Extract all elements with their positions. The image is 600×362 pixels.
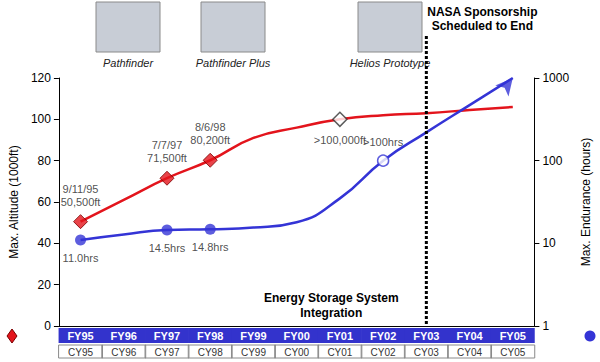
- svg-text:CY00: CY00: [284, 347, 309, 358]
- svg-text:71,500ft: 71,500ft: [147, 152, 187, 164]
- svg-text:Max. Altitude (1000ft): Max. Altitude (1000ft): [7, 145, 21, 258]
- svg-text:50,500ft: 50,500ft: [61, 196, 101, 208]
- svg-text:>100hrs: >100hrs: [363, 136, 404, 148]
- svg-text:40: 40: [38, 236, 52, 250]
- svg-text:FY95: FY95: [67, 330, 93, 342]
- svg-text:11.0hrs: 11.0hrs: [63, 252, 99, 264]
- svg-text:NASA Sponsorship: NASA Sponsorship: [427, 5, 537, 19]
- svg-text:CY02: CY02: [371, 347, 396, 358]
- svg-text:Energy Storage System: Energy Storage System: [264, 291, 399, 305]
- svg-text:Helios Prototype: Helios Prototype: [350, 57, 431, 69]
- svg-text:10: 10: [542, 236, 556, 250]
- svg-text:CY97: CY97: [154, 347, 179, 358]
- svg-text:Max. Endurance (hours): Max. Endurance (hours): [579, 138, 593, 267]
- svg-text:Pathfinder: Pathfinder: [103, 57, 154, 69]
- svg-text:100: 100: [542, 154, 562, 168]
- svg-text:100: 100: [31, 112, 51, 126]
- svg-text:80: 80: [38, 154, 52, 168]
- svg-text:FY02: FY02: [370, 330, 396, 342]
- svg-text:8/6/98: 8/6/98: [195, 121, 226, 133]
- svg-text:CY96: CY96: [111, 347, 136, 358]
- svg-text:0: 0: [44, 319, 51, 333]
- svg-text:7/7/97: 7/7/97: [152, 139, 183, 151]
- svg-text:Scheduled to End: Scheduled to End: [432, 19, 533, 33]
- svg-text:CY98: CY98: [198, 347, 223, 358]
- svg-text:CY03: CY03: [414, 347, 439, 358]
- svg-text:CY05: CY05: [500, 347, 525, 358]
- svg-text:CY04: CY04: [457, 347, 482, 358]
- svg-text:Pathfinder Plus: Pathfinder Plus: [196, 57, 271, 69]
- svg-text:FY01: FY01: [327, 330, 353, 342]
- svg-text:14.8hrs: 14.8hrs: [192, 241, 229, 253]
- svg-text:>100,000ft: >100,000ft: [314, 134, 366, 146]
- svg-text:CY95: CY95: [68, 347, 93, 358]
- svg-text:FY04: FY04: [456, 330, 483, 342]
- svg-text:120: 120: [31, 71, 51, 85]
- svg-text:FY00: FY00: [284, 330, 310, 342]
- svg-text:Integration: Integration: [300, 306, 362, 320]
- svg-text:CY01: CY01: [327, 347, 352, 358]
- svg-text:FY99: FY99: [240, 330, 266, 342]
- svg-text:FY05: FY05: [500, 330, 526, 342]
- svg-text:FY98: FY98: [197, 330, 223, 342]
- svg-text:FY97: FY97: [154, 330, 180, 342]
- svg-text:14.5hrs: 14.5hrs: [149, 242, 186, 254]
- svg-text:1000: 1000: [542, 71, 569, 85]
- svg-text:80,200ft: 80,200ft: [190, 134, 230, 146]
- svg-text:CY99: CY99: [241, 347, 266, 358]
- svg-text:60: 60: [38, 195, 52, 209]
- svg-text:FY03: FY03: [413, 330, 439, 342]
- svg-text:20: 20: [38, 278, 52, 292]
- svg-text:9/11/95: 9/11/95: [63, 183, 99, 195]
- svg-text:FY96: FY96: [111, 330, 137, 342]
- svg-text:1: 1: [542, 319, 549, 333]
